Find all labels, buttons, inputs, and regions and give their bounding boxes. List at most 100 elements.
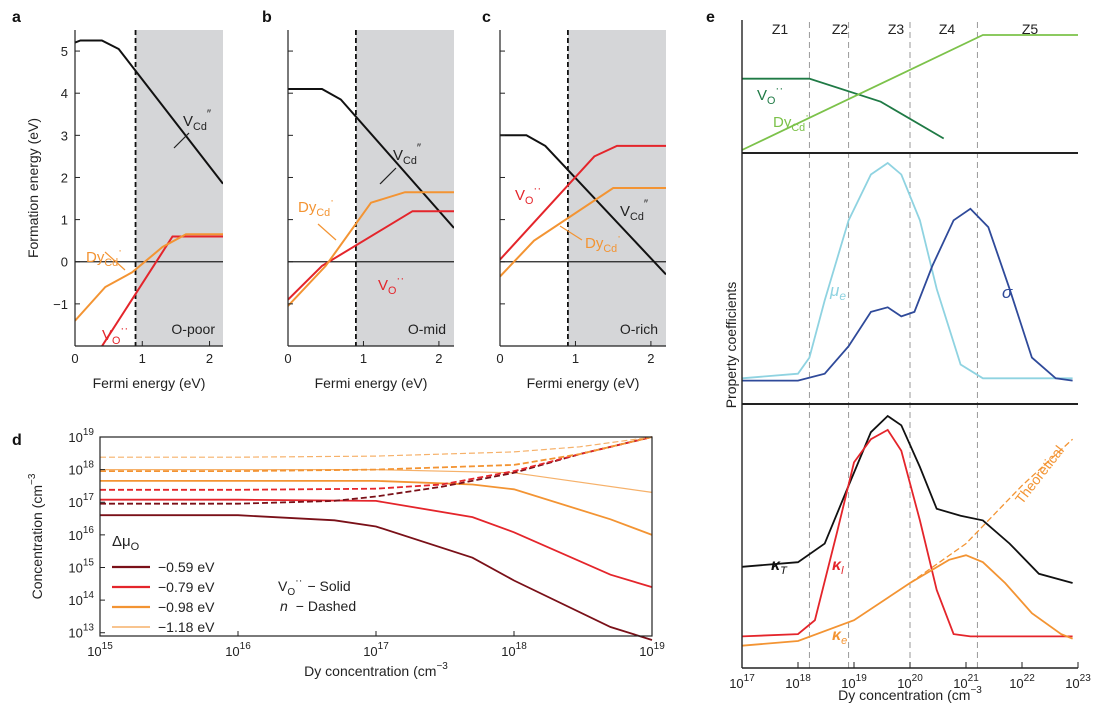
tick-base: 10 (953, 676, 967, 691)
label-dy: DyCd· (298, 194, 334, 219)
label-vo-sub: O (112, 335, 120, 347)
y-tick-label: 1019 (68, 427, 94, 445)
y-tick-label: −1 (53, 297, 68, 312)
tick-base: 10 (68, 560, 82, 575)
label-vo-sub: O (525, 195, 533, 207)
series-line-2 (100, 480, 653, 536)
tick-exp: 16 (240, 641, 252, 652)
x-tick-label: 1023 (1065, 673, 1091, 691)
mu-sub: e (839, 289, 846, 303)
legend-title: ΔμO (112, 533, 140, 553)
y-axis-label-text: Concentration (cm (29, 485, 45, 599)
tick-base: 10 (87, 644, 101, 659)
tick-exp: 15 (102, 641, 114, 652)
tick-base: 10 (68, 593, 82, 608)
legend-label: −0.98 eV (158, 599, 215, 615)
series-line-2 (288, 191, 454, 307)
x-axis-label-sup: −3 (970, 685, 982, 696)
x-tick-label: 1018 (501, 641, 527, 659)
x-tick-label: 1021 (953, 673, 979, 691)
tick-base: 10 (363, 644, 377, 659)
x-axis-label-text: Dy concentration (cm (838, 687, 970, 703)
legend-title-text: Δμ (112, 533, 131, 550)
style-vo-sub: O (287, 587, 295, 598)
x-axis-label-text: Dy concentration (cm (304, 663, 436, 679)
shaded-region (355, 30, 454, 346)
region-label: O-poor (171, 321, 215, 337)
tick-base: 10 (785, 676, 799, 691)
label-vcd-main: V (183, 113, 193, 130)
label-sigma: σ (1002, 283, 1013, 302)
x-tick-label: 1016 (225, 641, 251, 659)
y-tick-label: 1013 (68, 623, 94, 641)
tick-exp: 23 (1080, 673, 1092, 684)
tick-base: 10 (841, 676, 855, 691)
zone-label: Z3 (888, 21, 905, 37)
label-vo-sub: O (388, 285, 396, 297)
label-dy-sub: Cd (104, 257, 118, 269)
tick-base: 10 (68, 430, 82, 445)
label-theoretical: Theoretical (1012, 442, 1067, 506)
y-tick-label: 1014 (68, 590, 94, 608)
legend-title-sub: O (131, 541, 140, 553)
legend-style-solid: VO·· − Solid (278, 575, 351, 598)
y-tick-label: 3 (61, 128, 68, 143)
style-vo-text: − Solid (307, 578, 350, 594)
panel-letter: b (262, 9, 272, 26)
bottom-series-line-3 (909, 438, 1074, 584)
tick-exp: 19 (856, 673, 868, 684)
tick-base: 10 (68, 495, 82, 510)
tick-base: 10 (68, 626, 82, 641)
x-tick-label: 1 (572, 351, 579, 366)
label-mu-e: μe (829, 281, 846, 303)
middle-series-line-1 (742, 207, 1073, 382)
label-vo-sub: O (767, 95, 775, 107)
label-vcd-sup: ″ (207, 108, 211, 121)
series-group (500, 134, 666, 278)
x-axis-label-sup: −3 (436, 661, 448, 672)
zone-label: Z5 (1022, 21, 1039, 37)
y-tick-label: 1 (61, 213, 68, 228)
tick-base: 10 (729, 676, 743, 691)
label-vo-main: V (515, 187, 525, 204)
label-dy-main: Dy (86, 249, 105, 266)
label-vo-main: V (757, 87, 767, 104)
arrow-line (559, 225, 583, 241)
series-line-0 (100, 514, 653, 641)
x-tick-label: 1019 (841, 673, 867, 691)
top-series-line-0 (742, 77, 945, 140)
tick-exp: 19 (83, 427, 95, 438)
series-line-1 (500, 144, 666, 261)
style-n-text: − Dashed (296, 598, 356, 614)
tick-exp: 18 (83, 460, 95, 471)
x-tick-label: 1 (139, 351, 146, 366)
y-tick-label: 1016 (68, 525, 94, 543)
tick-exp: 18 (516, 641, 528, 652)
y-axis-label: Property coefficients (723, 282, 739, 409)
y-axis-label: Concentration (cm−3 (27, 473, 45, 599)
x-tick-label: 1019 (639, 641, 665, 659)
series-line-3 (100, 469, 653, 493)
label-vo: VO·· (757, 82, 783, 107)
mu-main: μ (829, 281, 840, 300)
tick-exp: 13 (83, 623, 95, 634)
tick-exp: 17 (378, 641, 390, 652)
y-tick-label: 1015 (68, 557, 94, 575)
arrow-line (104, 251, 126, 271)
y-tick-label: 1018 (68, 460, 94, 478)
x-axis-label: Fermi energy (eV) (527, 375, 640, 391)
zone-label: Z2 (832, 21, 849, 37)
x-tick-label: 0 (496, 351, 503, 366)
x-axis-label: Fermi energy (eV) (93, 375, 206, 391)
label-kappa-l-main: κ (832, 557, 842, 574)
series-line-0 (500, 134, 666, 276)
shaded-region (135, 30, 223, 346)
x-tick-label: 1020 (897, 673, 923, 691)
tick-base: 10 (68, 528, 82, 543)
label-dy-sup: · (617, 230, 621, 243)
middle-series-line-0 (741, 161, 1073, 380)
y-axis-label-sup: −3 (27, 473, 38, 485)
